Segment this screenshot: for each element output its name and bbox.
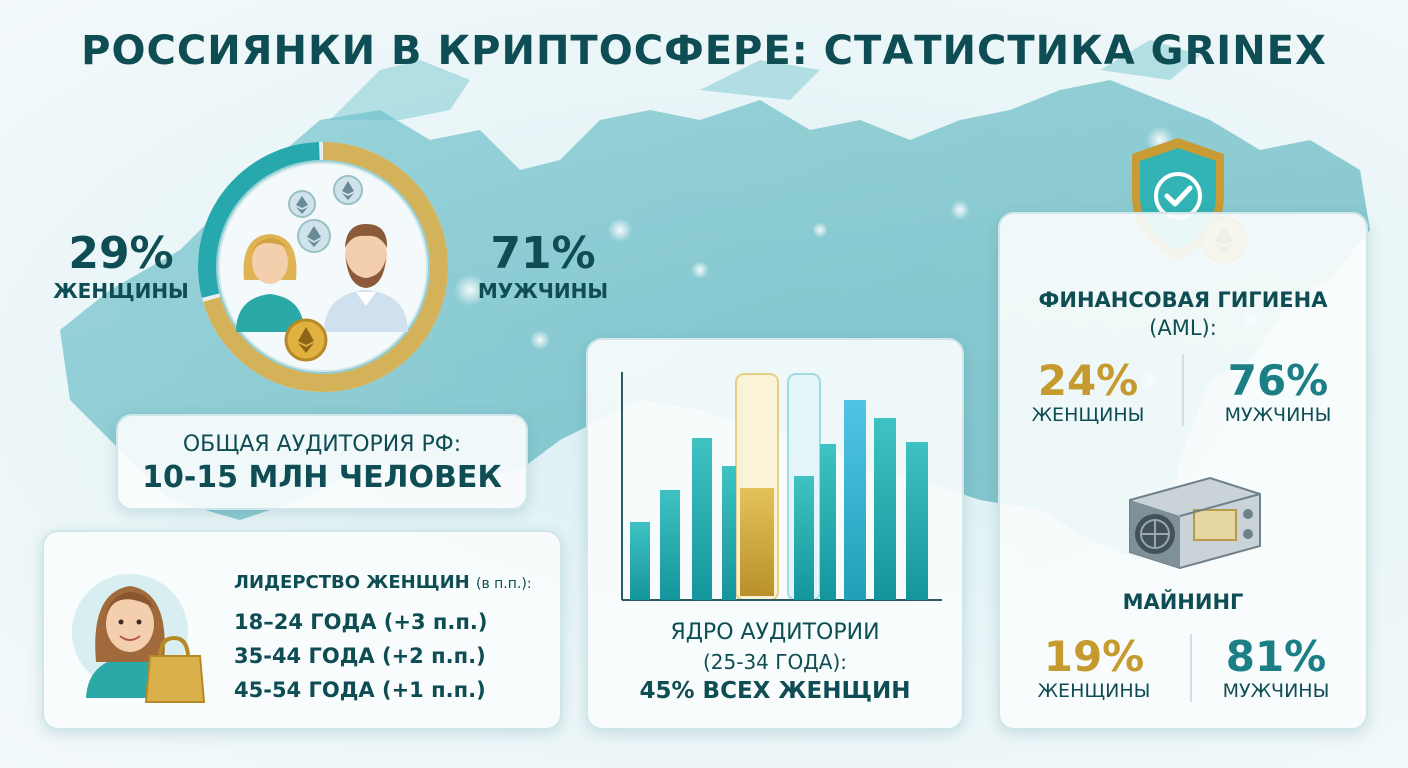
divider	[1182, 354, 1184, 426]
bar	[794, 476, 814, 600]
aml-women-pct: 24%	[1037, 356, 1139, 405]
leadership-heading-text: ЛИДЕРСТВО ЖЕНЩИН	[234, 572, 470, 593]
ethereum-coin-icon	[288, 190, 316, 218]
donut-segment-men	[198, 142, 448, 392]
ethereum-coin-icon	[297, 219, 331, 253]
donut-segment-women	[198, 142, 448, 392]
leadership-item: 45-54 ГОДА (+1 п.п.)	[234, 678, 486, 702]
mining-rig-icon	[1129, 476, 1261, 570]
aml-mining-card: ФИНАНСОВАЯ ГИГИЕНА (AML): 24% ЖЕНЩИНЫ 76…	[998, 212, 1368, 730]
leadership-heading-note: (в п.п.):	[475, 576, 532, 592]
woman-shopping-icon	[72, 574, 206, 703]
bar	[820, 444, 836, 600]
mining-men-label: МУЖЧИНЫ	[1222, 680, 1330, 702]
core-value: 45% ВСЕХ ЖЕНЩИН	[639, 678, 911, 704]
audience-label: ОБЩАЯ АУДИТОРИЯ РФ:	[182, 432, 462, 457]
aml-heading: ФИНАНСОВАЯ ГИГИЕНА	[1038, 288, 1328, 312]
leadership-item: 35-44 ГОДА (+2 п.п.)	[234, 644, 486, 668]
men-label: МУЖЧИНЫ	[477, 279, 609, 303]
bar	[630, 522, 650, 600]
core-heading: ЯДРО АУДИТОРИИ	[670, 620, 880, 645]
total-audience-card: ОБЩАЯ АУДИТОРИЯ РФ: 10-15 МЛН ЧЕЛОВЕК	[116, 414, 528, 510]
core-age-range: (25-34 ГОДА):	[702, 650, 848, 674]
man-avatar-icon	[324, 224, 408, 332]
ethereum-coin-icon	[284, 318, 328, 362]
men-pct: 71%	[490, 228, 596, 279]
page-title: РОССИЯНКИ В КРИПТОСФЕРЕ: СТАТИСТИКА GRIN…	[81, 28, 1327, 74]
bar	[874, 418, 896, 600]
bar	[660, 490, 680, 600]
women-label: ЖЕНЩИНЫ	[53, 279, 189, 303]
aml-men-label: МУЖЧИНЫ	[1224, 404, 1332, 426]
mining-heading: МАЙНИНГ	[1122, 590, 1244, 614]
aml-heading-sub: (AML):	[1149, 316, 1217, 340]
mining-women-label: ЖЕНЩИНЫ	[1037, 680, 1151, 702]
women-leadership-card: ЛИДЕРСТВО ЖЕНЩИН (в п.п.): 18–24 ГОДА (+…	[42, 530, 562, 730]
audience-core-card: ЯДРО АУДИТОРИИ (25-34 ГОДА): 45% ВСЕХ ЖЕ…	[586, 338, 964, 730]
aml-women-label: ЖЕНЩИНЫ	[1031, 404, 1145, 426]
audience-value: 10-15 МЛН ЧЕЛОВЕК	[142, 460, 502, 495]
ethereum-coin-icon	[333, 175, 363, 205]
bar-chart-illustration	[621, 372, 942, 601]
bar	[722, 466, 736, 600]
women-share: 29% ЖЕНЩИНЫ	[46, 228, 196, 303]
bar	[906, 442, 928, 600]
divider	[1190, 634, 1192, 702]
women-pct: 29%	[68, 228, 174, 279]
leadership-heading: ЛИДЕРСТВО ЖЕНЩИН (в п.п.):	[234, 572, 532, 593]
mining-men-pct: 81%	[1225, 632, 1327, 681]
mining-women-pct: 19%	[1043, 632, 1145, 681]
bar	[844, 400, 866, 600]
gender-donut-chart	[198, 142, 448, 392]
shopping-bag-icon	[144, 635, 206, 703]
bar	[692, 438, 712, 600]
woman-avatar-icon	[236, 234, 304, 332]
leadership-item: 18–24 ГОДА (+3 п.п.)	[234, 610, 488, 634]
aml-men-pct: 76%	[1227, 356, 1329, 405]
bar-highlight-gold	[740, 488, 774, 596]
men-share: 71% МУЖЧИНЫ	[458, 228, 628, 303]
